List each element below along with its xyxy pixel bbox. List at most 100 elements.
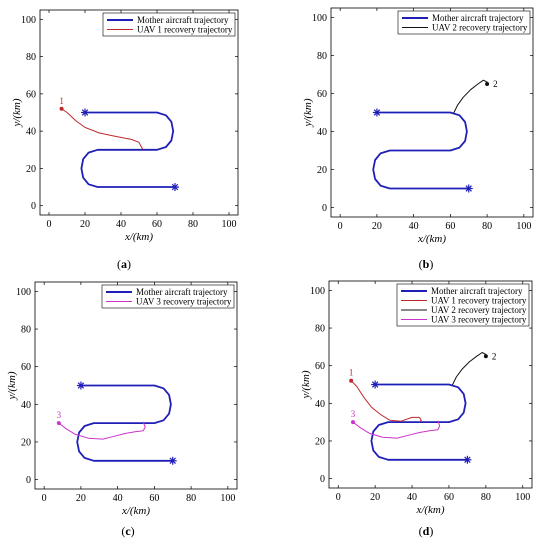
x-tick-label: 60 [152, 219, 162, 230]
start-point [59, 106, 64, 111]
legend-label-uav1: UAV 1 recovery trajectory [137, 25, 233, 35]
plot-frame [328, 280, 533, 489]
x-tick-label: 20 [372, 221, 382, 232]
uav-label: 3 [57, 410, 62, 420]
star-stroke [171, 183, 179, 191]
star-stroke [465, 185, 472, 192]
y-tick-label: 80 [315, 324, 325, 335]
y-tick-label: 0 [320, 474, 325, 485]
x-tick-label: 0 [42, 493, 47, 504]
panel-caption: (b) [419, 257, 434, 271]
legend-label-uav3: UAV 3 recovery trajectory [431, 315, 527, 325]
series-uav2: 2 [453, 79, 498, 113]
x-tick-label: 80 [481, 492, 491, 503]
y-tick-label: 20 [26, 164, 36, 175]
x-tick-label: 60 [149, 493, 159, 504]
plot-frame [34, 281, 238, 490]
x-tick-label: 80 [188, 219, 198, 230]
y-tick-label: 0 [31, 201, 36, 212]
y-axis-label: y/(km) [300, 370, 312, 399]
legend-box [397, 10, 531, 35]
star-marker [463, 455, 472, 464]
panel-caption-letter: a [121, 257, 127, 271]
y-tick-label: 20 [317, 165, 327, 176]
legend-box [101, 284, 235, 309]
series-mother [372, 108, 473, 193]
panel-caption: (a) [117, 257, 131, 271]
x-tick-label: 20 [370, 492, 380, 503]
chart-panel-c: 0 20 40 60 80 100 0 20 40 60 80 100 x/(km) y/(km) 3 Mot… [6, 281, 238, 538]
uav-label: 1 [59, 96, 64, 106]
series-mother [76, 381, 177, 465]
y-tick-label: 80 [317, 51, 327, 62]
y-tick-label: 40 [315, 399, 325, 410]
x-tick-label: 100 [222, 219, 237, 230]
star-stroke [373, 109, 381, 116]
y-tick-label: 20 [21, 437, 31, 448]
panel-caption-letter: b [423, 257, 430, 271]
legend-label-uav2: UAV 2 recovery trajectory [431, 305, 527, 315]
panel-caption: (c) [121, 524, 134, 538]
star-stroke [169, 457, 176, 464]
legend-label-uav2: UAV 2 recovery trajectory [432, 23, 528, 33]
series-uav2: 2 [452, 351, 497, 385]
start-point [485, 82, 490, 86]
uav-label: 1 [349, 368, 354, 378]
y-tick-label: 100 [16, 287, 31, 298]
y-tick-label: 20 [315, 436, 325, 447]
y-tick-label: 0 [26, 475, 31, 486]
star-marker [171, 183, 179, 192]
star-marker [371, 380, 380, 389]
x-tick-label: 40 [113, 493, 123, 504]
y-tick-label: 40 [21, 400, 31, 411]
series-uav1: 1 [59, 96, 144, 150]
x-tick-label: 100 [220, 493, 235, 504]
series-line-mother [76, 384, 174, 462]
x-tick-label: 100 [515, 492, 530, 503]
x-tick-label: 20 [80, 219, 90, 230]
y-tick-label: 0 [322, 203, 327, 214]
series-uav3: 3 [56, 410, 146, 440]
legend-label-uav3: UAV 3 recovery trajectory [136, 297, 232, 307]
panel-caption-letter: c [125, 524, 131, 538]
star-marker [81, 108, 89, 117]
start-point [56, 421, 61, 426]
y-tick-label: 40 [317, 127, 327, 138]
star-marker [168, 456, 177, 465]
y-tick-label: 60 [317, 89, 327, 100]
star-stroke [371, 381, 379, 388]
plot-frame [39, 9, 239, 216]
y-tick-label: 80 [26, 52, 36, 63]
x-tick-label: 60 [445, 221, 455, 232]
legend-label-mother: Mother aircraft trajectory [432, 13, 524, 23]
x-tick-label: 100 [516, 221, 531, 232]
uav-label: 2 [492, 351, 497, 361]
legend-box [102, 12, 236, 37]
series-uav1: 1 [349, 368, 422, 423]
x-tick-label: 80 [186, 493, 196, 504]
series-line-uav1 [350, 380, 422, 423]
y-tick-label: 80 [21, 325, 31, 336]
x-tick-label: 60 [444, 492, 454, 503]
legend-label-mother: Mother aircraft trajectory [137, 15, 229, 25]
x-tick-label: 40 [116, 219, 126, 230]
y-axis-label: y/(km) [6, 371, 18, 400]
y-tick-label: 60 [315, 361, 325, 372]
series-line-uav3 [58, 421, 146, 440]
series-line-mother [370, 383, 469, 461]
series-uav3: 3 [351, 409, 441, 439]
series-mother [370, 380, 472, 464]
y-axis-label: y/(km) [11, 98, 23, 127]
x-tick-label: 0 [47, 219, 52, 230]
x-tick-label: 80 [482, 221, 492, 232]
x-tick-label: 40 [409, 221, 419, 232]
series-line-mother [372, 111, 470, 190]
y-tick-label: 60 [21, 362, 31, 373]
y-tick-label: 100 [310, 286, 325, 297]
x-axis-label: x/(km) [124, 231, 153, 243]
uav-label: 2 [493, 79, 498, 89]
